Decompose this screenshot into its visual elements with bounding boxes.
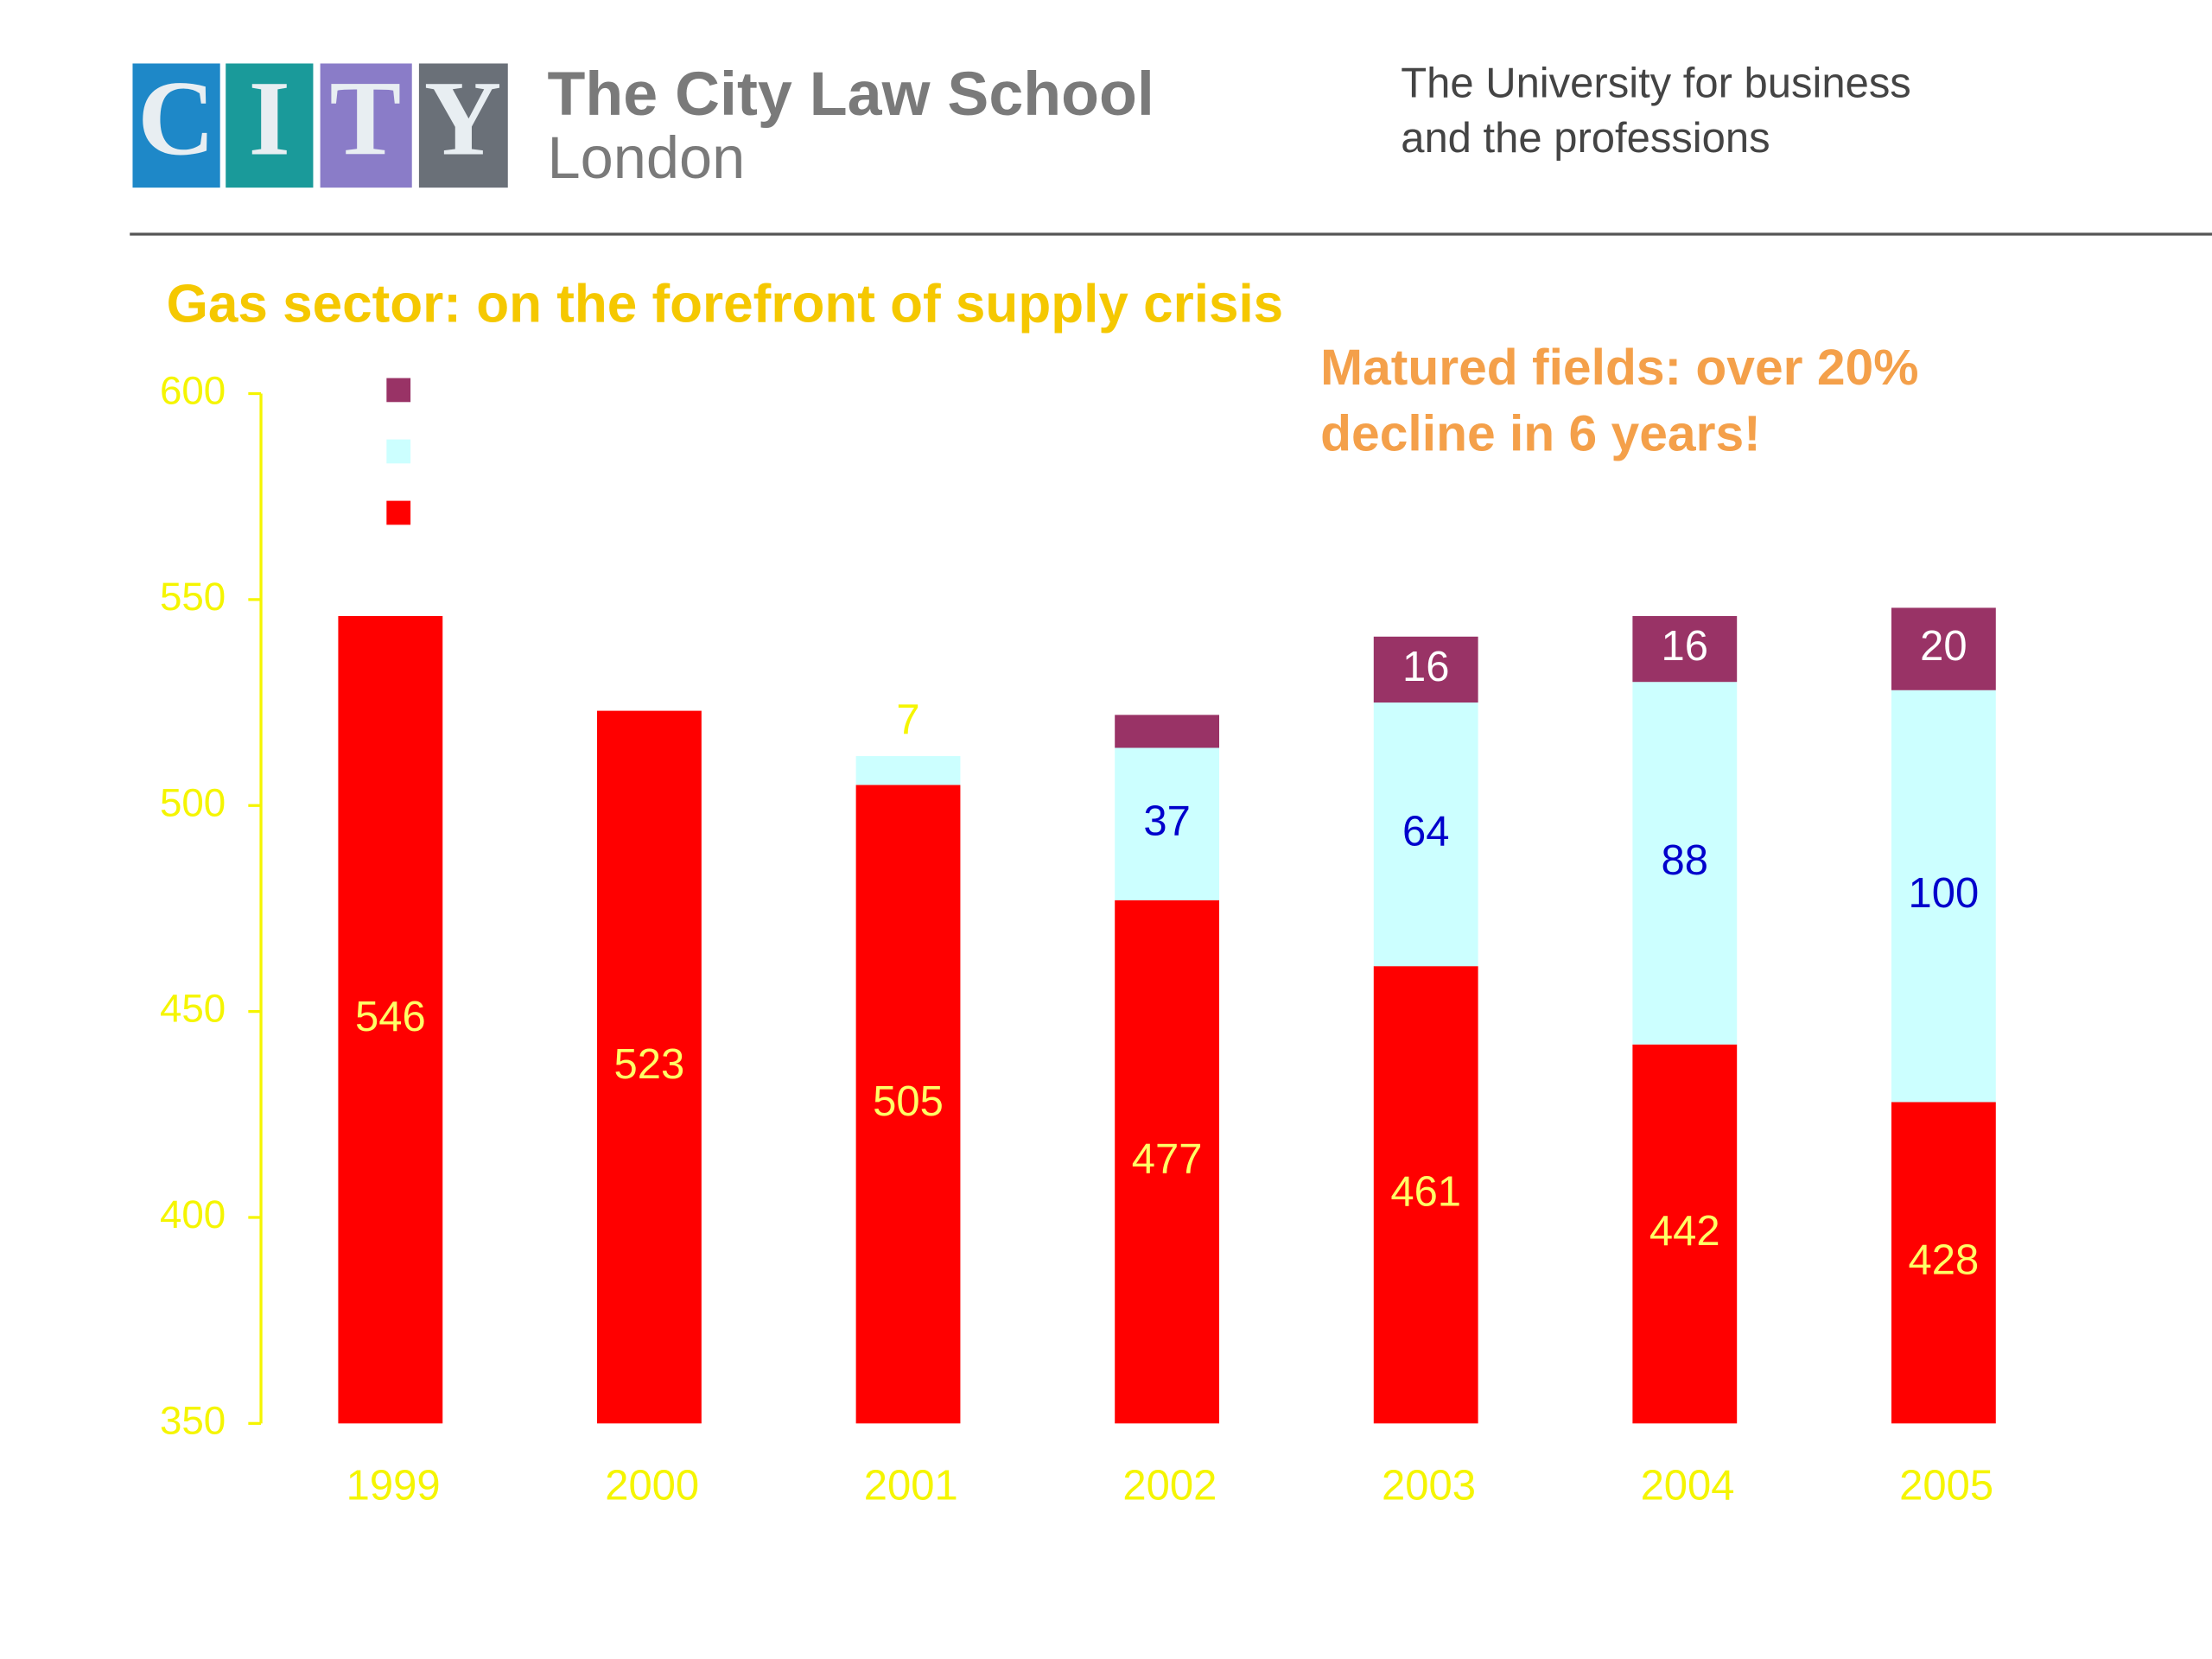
bar-segment [855, 785, 961, 1424]
y-tick-label: 400 [160, 1192, 226, 1236]
bar-segment [1632, 615, 1738, 683]
data-label: 88 [1662, 837, 1708, 884]
tagline: The University for business [1401, 60, 1911, 107]
legend-swatch [386, 500, 411, 525]
x-tick-label: 1999 [346, 1462, 441, 1509]
data-label: 461 [1390, 1169, 1461, 1216]
y-tick-label: 350 [160, 1398, 226, 1442]
x-tick-label: 2000 [605, 1462, 699, 1509]
plot: 350 400 450 500 550 600 1999 546 2000 523 2001 505 7… [160, 369, 1996, 1509]
data-label: 7 [896, 696, 919, 743]
x-tick-label: 2003 [1382, 1462, 1476, 1509]
school-name: The City Law School [547, 60, 1154, 129]
logo-box [320, 63, 412, 188]
logo-box [226, 63, 314, 188]
annotation: Matured fields: over 20% [1320, 340, 1918, 396]
bar-segment [1115, 899, 1220, 1424]
data-label: 505 [873, 1078, 944, 1125]
data-label: 20 [1920, 623, 1967, 670]
legend-swatch [386, 439, 411, 464]
bar-segment [855, 756, 961, 785]
bar-segment [1891, 1102, 1996, 1424]
logo-letter: I [249, 59, 290, 178]
y-tick-label: 450 [160, 987, 226, 1031]
logo-box [132, 63, 220, 188]
logo-box [418, 63, 508, 188]
x-tick-label: 2001 [864, 1462, 958, 1509]
tagline: and the professions [1401, 115, 1770, 162]
data-label: 100 [1909, 870, 1980, 917]
data-label: 37 [1143, 798, 1190, 845]
annotation: decline in 6 years! [1320, 406, 1761, 462]
y-tick-label: 500 [160, 780, 226, 824]
data-label: 64 [1402, 809, 1449, 855]
logo-letter: C [137, 59, 215, 178]
logo-letter: T [329, 59, 401, 178]
x-tick-label: 2005 [1899, 1462, 1993, 1509]
logo: C I T Y [132, 59, 508, 188]
data-label: 442 [1649, 1208, 1720, 1255]
data-label: 428 [1909, 1236, 1980, 1283]
data-label: 523 [614, 1041, 685, 1088]
bar-segment [1891, 690, 1996, 1103]
bar-segment [1115, 715, 1220, 748]
legend-swatch [386, 378, 411, 403]
bar-segment [1891, 607, 1996, 690]
bar-segment [1632, 1044, 1738, 1424]
data-label: 477 [1132, 1136, 1203, 1183]
bar-segment [1115, 747, 1220, 900]
bar-segment [1373, 636, 1478, 703]
x-tick-label: 2004 [1641, 1462, 1735, 1509]
school-city: London [547, 124, 745, 191]
bar-segment [338, 615, 443, 1424]
data-label: 546 [355, 994, 426, 1040]
chart-title: Gas sector: on the forefront of supply c… [167, 274, 1284, 334]
bar-segment [1632, 682, 1738, 1045]
logo-letter: Y [424, 59, 502, 178]
data-label: 16 [1402, 644, 1449, 690]
y-tick-label: 550 [160, 575, 226, 619]
bar-segment [597, 710, 702, 1424]
y-tick-label: 600 [160, 369, 226, 413]
data-label: 16 [1662, 623, 1708, 670]
bar-segment [1373, 702, 1478, 967]
bar-segment [1373, 966, 1478, 1424]
x-tick-label: 2002 [1122, 1462, 1217, 1509]
